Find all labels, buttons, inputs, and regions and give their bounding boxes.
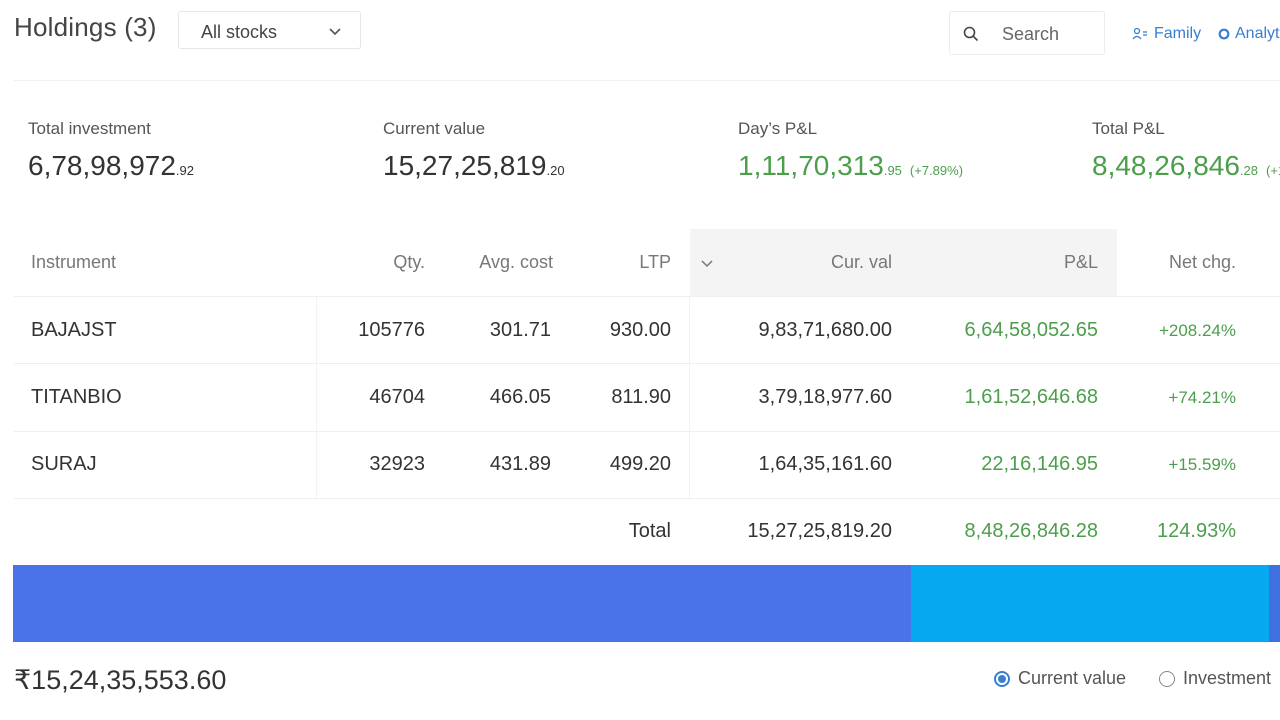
column-divider [689,296,690,498]
row-1-qty: 105776 [358,319,425,341]
filter-selected-value: All stocks [201,22,278,42]
column-header-ltp[interactable]: LTP [639,252,671,272]
radio-selected-icon [994,670,1010,687]
total-net-chg: 124.93% [1157,520,1236,542]
sorted-column-header-bg [690,229,1117,296]
row-2-qty: 46704 [369,386,425,408]
row-3-ltp: 499.20 [609,453,671,475]
row-2-net-chg: +74.21% [1168,388,1236,407]
column-divider [316,296,317,498]
current-value-amount: 15,27,25,819 [383,150,547,181]
row-2-instrument[interactable]: TITANBIO [31,386,122,408]
row-1-pnl: 6,64,58,052.65 [964,319,1098,341]
search-input[interactable]: Search [949,11,1105,55]
row-3-instrument[interactable]: SURAJ [31,453,97,475]
radio-unselected-icon [1159,670,1175,687]
row-3-net-chg: +15.59% [1168,455,1236,474]
analytics-link-label: Analyti [1235,25,1280,42]
current-value-radio[interactable]: Current value [994,668,1126,689]
row-3-pnl: 22,16,146.95 [981,453,1098,475]
column-header-instrument[interactable]: Instrument [31,252,117,272]
row-divider [14,431,1280,432]
total-investment-label: Total investment [28,119,151,138]
sort-chevron-icon[interactable] [700,258,714,270]
days-pnl-amount: 1,11,70,313 [738,150,884,181]
current-value-label: Current value [383,119,486,138]
investment-radio[interactable]: Investment [1159,668,1271,689]
search-placeholder: Search [1002,24,1060,44]
header-divider [14,80,1280,81]
holdings-filter-dropdown[interactable]: All stocks [178,11,361,49]
row-2-ltp: 811.90 [611,386,671,408]
total-pnl-percent: (+1 [1266,163,1280,178]
row-2-avg-cost: 466.05 [489,386,551,408]
row-1-net-chg: +208.24% [1158,321,1236,340]
current-value-value: 15,27,25,819.20 [383,150,565,182]
allocation-segment-titanbio[interactable] [911,565,1269,642]
allocation-amount: ₹15,24,35,553.60 [14,665,227,695]
days-pnl-percent: (+7.89%) [909,163,964,178]
total-pnl: 8,48,26,846.28 [964,520,1098,542]
row-1-instrument[interactable]: BAJAJST [31,319,117,341]
allocation-segment-suraj[interactable] [1269,565,1280,642]
row-divider [14,498,1280,499]
total-investment-decimals: .92 [175,163,194,178]
total-investment-amount: 6,78,98,972 [28,150,176,181]
chevron-down-icon [329,28,341,36]
row-3-avg-cost: 431.89 [489,453,551,475]
family-link-label: Family [1154,25,1202,42]
investment-radio-label: Investment [1183,668,1272,688]
total-pnl-label: Total P&L [1092,119,1165,138]
row-3-qty: 32923 [369,453,425,475]
row-3-cur-val: 1,64,35,161.60 [758,453,892,475]
search-icon [963,26,979,42]
total-cur-val: 15,27,25,819.20 [747,520,892,542]
row-1-ltp: 930.00 [609,319,671,341]
current-value-radio-label: Current value [1018,668,1127,688]
total-investment-value: 6,78,98,972.92 [28,150,194,182]
analytics-icon [1218,28,1230,40]
column-header-net-chg[interactable]: Net chg. [1168,252,1236,272]
column-header-avg-cost[interactable]: Avg. cost [479,252,553,272]
family-icon [1132,27,1147,40]
days-pnl-label: Day’s P&L [738,119,818,138]
analytics-link[interactable]: Analyti [1218,25,1280,43]
row-1-cur-val: 9,83,71,680.00 [758,319,892,341]
total-pnl-decimals: .28 [1239,163,1258,178]
row-1-avg-cost: 301.71 [489,319,551,341]
page-title: Holdings (3) [14,12,157,42]
column-header-pnl[interactable]: P&L [1063,252,1098,272]
row-2-pnl: 1,61,52,646.68 [964,386,1098,408]
allocation-segment-bajajst[interactable] [13,565,911,642]
days-pnl-decimals: .95 [883,163,902,178]
column-header-qty[interactable]: Qty. [393,252,425,272]
row-2-cur-val: 3,79,18,977.60 [758,386,892,408]
total-label: Total [628,520,671,542]
total-pnl-value: 8,48,26,846.28 (+1 [1092,150,1280,182]
row-divider [14,296,1280,297]
days-pnl-value: 1,11,70,313.95 (+7.89%) [738,150,963,182]
current-value-decimals: .20 [546,163,565,178]
row-divider [14,363,1280,364]
family-link[interactable]: Family [1132,25,1201,43]
column-header-cur-val[interactable]: Cur. val [830,252,892,272]
total-pnl-amount: 8,48,26,846 [1092,150,1240,181]
